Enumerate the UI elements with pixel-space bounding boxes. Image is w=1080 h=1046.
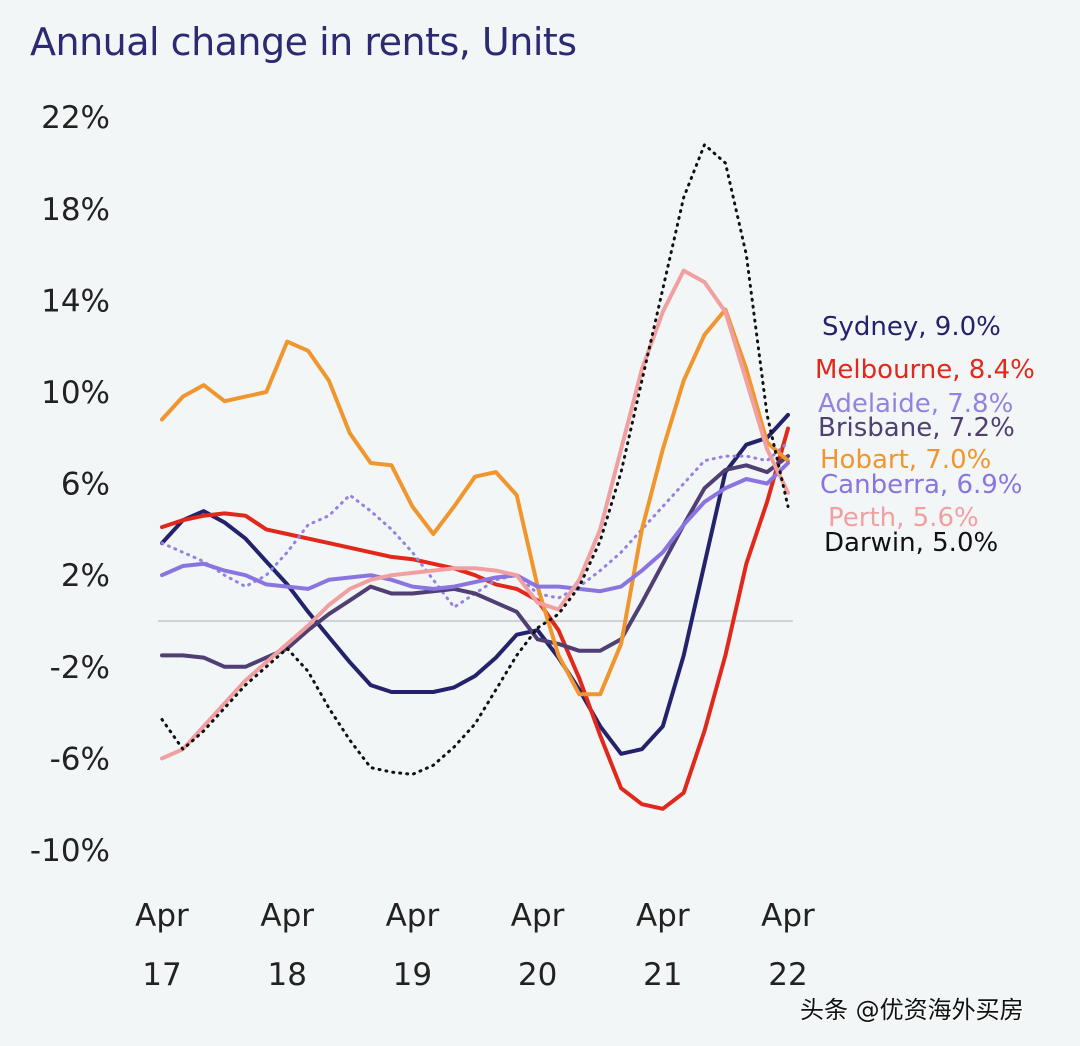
series-line-brisbane xyxy=(160,454,790,669)
series-line-canberra xyxy=(160,461,790,594)
x-tick-label-year: 22 xyxy=(768,957,807,993)
legend-label-darwin: Darwin, 5.0% xyxy=(824,528,998,558)
x-tick-label-month: Apr xyxy=(761,898,815,934)
chart-title: Annual change in rents, Units xyxy=(30,20,577,64)
y-tick-label: 6% xyxy=(61,467,110,503)
legend-label-brisbane: Brisbane, 7.2% xyxy=(818,413,1015,443)
series-line-hobart xyxy=(160,307,790,697)
y-tick-label: 2% xyxy=(61,558,110,594)
x-tick-label-year: 18 xyxy=(267,957,306,993)
y-tick-label: -6% xyxy=(50,741,110,777)
x-tick-label-month: Apr xyxy=(260,898,314,934)
x-tick-label-month: Apr xyxy=(135,898,189,934)
legend-label-canberra: Canberra, 6.9% xyxy=(820,470,1023,500)
legend-label-adelaide: Adelaide, 7.8% xyxy=(818,389,1013,419)
legend-label-perth: Perth, 5.6% xyxy=(828,503,979,533)
series-line-perth xyxy=(160,268,790,761)
x-tick-label-month: Apr xyxy=(636,898,690,934)
legend-label-hobart: Hobart, 7.0% xyxy=(820,445,991,475)
y-tick-label: -10% xyxy=(30,833,110,869)
legend-label-sydney: Sydney, 9.0% xyxy=(822,312,1001,342)
x-tick-label-year: 17 xyxy=(142,957,181,993)
x-tick-label-year: 20 xyxy=(518,957,557,993)
x-tick-label-month: Apr xyxy=(386,898,440,934)
y-tick-label: 22% xyxy=(41,100,110,136)
x-tick-label-year: 21 xyxy=(643,957,682,993)
y-tick-label: -2% xyxy=(50,650,110,686)
y-tick-label: 10% xyxy=(41,375,110,411)
x-tick-label-year: 19 xyxy=(393,957,432,993)
x-tick-label-month: Apr xyxy=(511,898,565,934)
y-tick-label: 14% xyxy=(41,283,110,319)
series-line-darwin xyxy=(160,143,790,776)
watermark: 头条 @优资海外买房 xyxy=(800,996,1024,1024)
y-tick-label: 18% xyxy=(41,192,110,228)
series-line-melbourne xyxy=(160,426,790,811)
series-line-sydney xyxy=(160,412,790,756)
legend-label-melbourne: Melbourne, 8.4% xyxy=(815,355,1035,385)
